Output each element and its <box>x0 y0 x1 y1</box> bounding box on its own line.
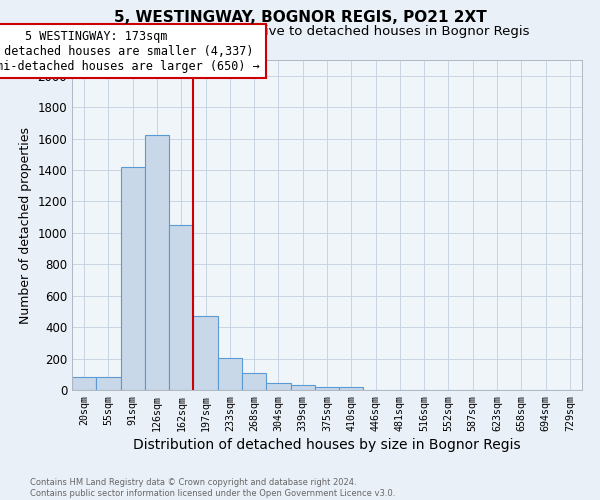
Bar <box>218 358 242 390</box>
Bar <box>339 387 364 390</box>
Y-axis label: Number of detached properties: Number of detached properties <box>19 126 32 324</box>
Bar <box>315 387 339 390</box>
Text: Contains HM Land Registry data © Crown copyright and database right 2024.
Contai: Contains HM Land Registry data © Crown c… <box>30 478 395 498</box>
X-axis label: Distribution of detached houses by size in Bognor Regis: Distribution of detached houses by size … <box>133 438 521 452</box>
Bar <box>96 376 121 390</box>
Title: Size of property relative to detached houses in Bognor Regis: Size of property relative to detached ho… <box>124 25 530 38</box>
Text: 5 WESTINGWAY: 173sqm
← 87% of detached houses are smaller (4,337)
13% of semi-de: 5 WESTINGWAY: 173sqm ← 87% of detached h… <box>0 30 260 72</box>
Bar <box>121 167 145 390</box>
Bar <box>193 316 218 390</box>
Bar <box>242 372 266 390</box>
Bar <box>169 225 193 390</box>
Bar <box>290 384 315 390</box>
Bar <box>266 383 290 390</box>
Bar <box>72 376 96 390</box>
Text: 5, WESTINGWAY, BOGNOR REGIS, PO21 2XT: 5, WESTINGWAY, BOGNOR REGIS, PO21 2XT <box>113 10 487 25</box>
Bar <box>145 136 169 390</box>
